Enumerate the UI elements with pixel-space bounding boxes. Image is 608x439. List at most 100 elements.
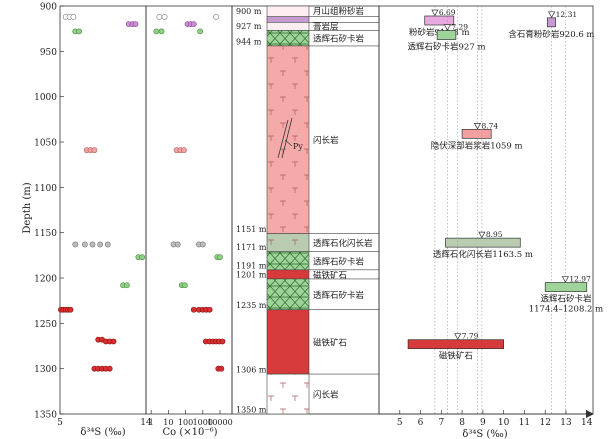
depth-tick-label: 1200 bbox=[34, 275, 57, 285]
depth-label: 944 m bbox=[236, 37, 262, 46]
depth-tick-labels: 900 950 1000 1050 1100 1150 1200 1250 1300 1350 bbox=[34, 3, 64, 421]
panel2-frame bbox=[145, 5, 233, 415]
data-point bbox=[213, 13, 220, 20]
mean-value: 8.74 bbox=[481, 121, 498, 130]
data-point bbox=[181, 282, 188, 289]
panel1-xlabel: δ³⁴S (‰) bbox=[80, 427, 125, 438]
sample-label: 含石膏粉砂岩920.6 m bbox=[508, 29, 594, 40]
lithology-layer bbox=[266, 309, 310, 375]
sample-label-depth: 1174.4–1208.2 m bbox=[529, 305, 604, 315]
isotope-range-bar bbox=[436, 30, 457, 40]
depth-tick-label: 1250 bbox=[34, 320, 57, 330]
data-point bbox=[174, 241, 181, 248]
data-point bbox=[156, 13, 163, 20]
depth-label: 1306 m bbox=[236, 366, 267, 375]
data-point bbox=[70, 13, 77, 20]
panel2-tick-label: 1000 bbox=[193, 418, 213, 427]
data-point bbox=[76, 28, 83, 35]
mean-marker-icon bbox=[454, 333, 462, 340]
depth-tick-label: 1000 bbox=[34, 93, 57, 103]
depth-label: 1151 m bbox=[236, 225, 267, 234]
isotope-range-bar bbox=[407, 339, 505, 350]
pyrite-vein-line bbox=[281, 117, 293, 159]
depth-tick-label: 1050 bbox=[34, 139, 57, 149]
data-point bbox=[110, 338, 117, 345]
depth-label: 927 m bbox=[236, 22, 262, 31]
data-point bbox=[97, 241, 104, 248]
panel1-tick-label: 14 bbox=[140, 418, 152, 428]
data-point bbox=[139, 254, 146, 261]
depth-label: 1191 m bbox=[236, 261, 267, 270]
panel4-frame bbox=[378, 5, 594, 415]
layer-name: 磁铁矿石 bbox=[313, 337, 347, 348]
panel2-tick-label: 10000 bbox=[207, 418, 232, 427]
pyrite-marker: Py bbox=[277, 117, 303, 159]
data-point bbox=[158, 28, 165, 35]
isotope-range-bar bbox=[461, 128, 492, 139]
data-point bbox=[104, 241, 111, 248]
data-point bbox=[81, 241, 88, 248]
axis-arrow-head-icon bbox=[586, 410, 594, 418]
panel4-tick-label: 8 bbox=[459, 418, 465, 428]
layer-name: 闪长岩 bbox=[313, 135, 339, 146]
layer-cross-pattern bbox=[267, 251, 309, 270]
mean-value: 7.29 bbox=[451, 23, 468, 32]
depth-label: 900 m bbox=[236, 7, 262, 16]
data-point bbox=[89, 241, 96, 248]
layer-granite-pattern bbox=[267, 374, 309, 414]
mean-marker-icon bbox=[561, 276, 569, 283]
layer-name: 磁铁矿石 bbox=[313, 270, 347, 281]
panel4-tick-label: 13 bbox=[560, 418, 572, 428]
panel4-tick-label: 11 bbox=[519, 418, 530, 428]
layer-cross-pattern bbox=[267, 278, 309, 310]
depth-tick-label: 1100 bbox=[34, 184, 57, 194]
data-point bbox=[190, 306, 197, 313]
data-point bbox=[199, 241, 206, 248]
panel4-ticks: 5 6 7 8 9 10 11 12 13 14 bbox=[397, 410, 593, 428]
layer-granite-pattern bbox=[267, 233, 309, 252]
isotope-range-bar bbox=[424, 15, 455, 26]
isotope-range-bar bbox=[445, 237, 521, 248]
depth-tick-label: 1150 bbox=[34, 229, 57, 239]
data-point bbox=[218, 365, 225, 372]
panel4-xlabel: δ³⁴S (‰) bbox=[462, 429, 507, 439]
depth-label: 1350 m bbox=[236, 406, 267, 415]
sample-label: 透辉石矽卡岩 bbox=[540, 294, 592, 305]
panel2-tick-label: 1 bbox=[149, 418, 154, 427]
data-point bbox=[106, 365, 113, 372]
depth-tick-label: 900 bbox=[40, 3, 57, 13]
layer-name: 闪长岩 bbox=[313, 390, 339, 401]
panel4-tick-label: 9 bbox=[480, 418, 486, 428]
data-point bbox=[67, 306, 74, 313]
mean-value: 6.69 bbox=[439, 8, 456, 17]
depth-tick-label: 950 bbox=[40, 48, 57, 58]
panel-sulfur-isotope: 5 14 δ³⁴S (‰) bbox=[57, 5, 152, 438]
mean-marker-icon bbox=[431, 9, 439, 17]
sample-label: 磁铁矿石 bbox=[439, 351, 473, 362]
mean-marker-icon bbox=[478, 231, 486, 239]
panel4-tick-label: 5 bbox=[397, 418, 403, 428]
data-point bbox=[132, 21, 139, 28]
data-point bbox=[91, 147, 98, 154]
depth-label: 1171 m bbox=[236, 243, 267, 252]
data-point bbox=[217, 254, 223, 261]
layer-granite-pattern bbox=[267, 45, 309, 234]
data-point bbox=[161, 13, 168, 20]
mean-value: 12.31 bbox=[556, 10, 577, 19]
panel1-tick-label: 5 bbox=[57, 418, 63, 428]
data-point bbox=[181, 147, 187, 154]
lithology-layers bbox=[266, 5, 379, 415]
depth-axis-title: Depth (m) bbox=[22, 182, 33, 233]
data-point bbox=[197, 28, 204, 35]
panel2-xlabel: Co (×10⁻⁶) bbox=[162, 427, 217, 438]
mean-value: 7.79 bbox=[462, 332, 479, 341]
lithology-layer bbox=[266, 5, 310, 17]
lithology-layer bbox=[266, 16, 310, 23]
data-point bbox=[206, 306, 213, 313]
depth-label: 1235 m bbox=[236, 301, 267, 310]
